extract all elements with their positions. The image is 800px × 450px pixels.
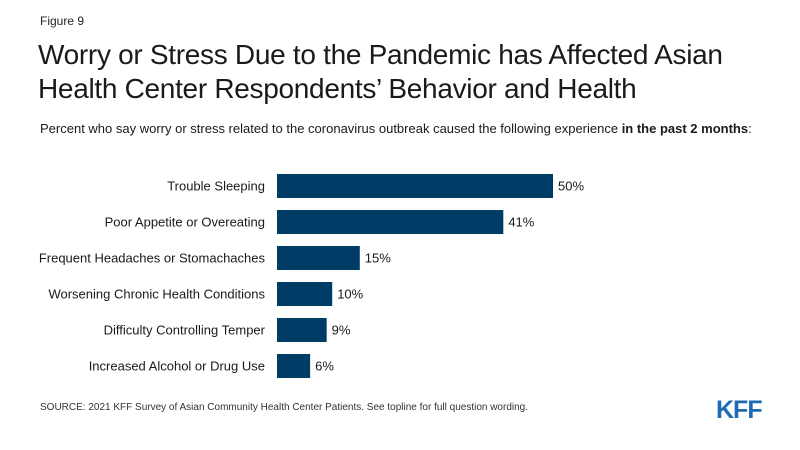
category-label: Difficulty Controlling Temper [104, 323, 266, 338]
source-note: SOURCE: 2021 KFF Survey of Asian Communi… [40, 402, 529, 413]
bar [277, 210, 504, 234]
kff-logo: KFF [716, 396, 763, 424]
category-label: Poor Appetite or Overeating [105, 215, 265, 230]
value-label: 9% [332, 323, 351, 338]
subtitle-bold: in the past 2 months [621, 121, 749, 136]
bar [277, 246, 360, 270]
figure-label: Figure 9 [40, 14, 85, 28]
category-label: Trouble Sleeping [167, 179, 265, 194]
category-label: Increased Alcohol or Drug Use [89, 359, 265, 374]
chart-subtitle: Percent who say worry or stress related … [40, 120, 760, 137]
chart-title: Worry or Stress Due to the Pandemic has … [38, 39, 723, 104]
value-label: 41% [508, 215, 534, 230]
subtitle-text: Percent who say worry or stress related … [40, 121, 622, 136]
value-label: 10% [337, 287, 363, 302]
bar [277, 282, 333, 306]
bar [277, 354, 311, 378]
subtitle-suffix: : [748, 121, 752, 136]
category-label: Worsening Chronic Health Conditions [48, 287, 265, 302]
value-label: 50% [558, 179, 584, 194]
bar-chart: Trouble Sleeping 50% Poor Appetite or Over… [39, 174, 584, 378]
value-label: 15% [365, 251, 391, 266]
bar [277, 174, 553, 198]
bar [277, 318, 327, 342]
category-label: Frequent Headaches or Stomachaches [39, 251, 266, 266]
value-label: 6% [315, 359, 334, 374]
